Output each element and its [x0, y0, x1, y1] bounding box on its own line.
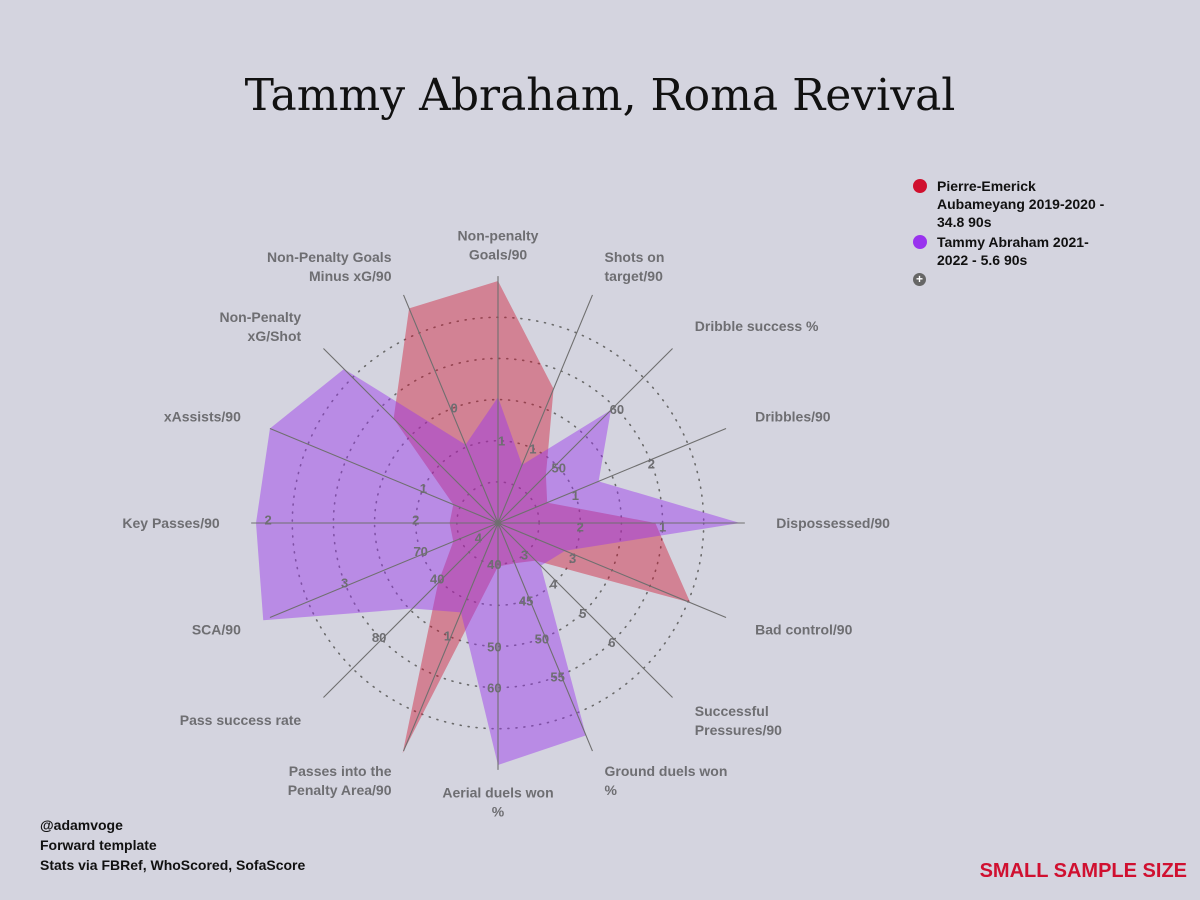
credit-author: @adamvoge [40, 817, 123, 833]
tick-label: 5 [579, 606, 586, 621]
page-title: Tammy Abraham, Roma Revival [244, 70, 956, 121]
legend-label-abraham: Tammy Abraham 2021-2022 - 5.6 90s [937, 234, 1089, 268]
tick-label: 3 [569, 551, 576, 566]
axis-label: Dispossessed/90 [776, 515, 890, 531]
tick-label: 40 [430, 572, 444, 587]
tick-label: 4 [550, 577, 558, 592]
axis-label: SCA/90 [192, 622, 241, 638]
sample-size-warning: SMALL SAMPLE SIZE [979, 860, 1187, 882]
axis-label: Dribble success % [695, 318, 819, 334]
axis-label: Passes into the Penalty Area/90 [288, 763, 392, 798]
tick-label: 3 [341, 576, 348, 591]
tick-label: 3 [521, 548, 528, 563]
axis-spoke-11 [323, 522, 499, 698]
legend: Pierre-Emerick Aubameyang 2019-2020 - 34… [912, 177, 1112, 286]
tick-label: 50 [535, 631, 549, 646]
credit-template: Forward template [40, 837, 157, 853]
axis-spoke-8 [497, 522, 593, 752]
axis-label: Pass success rate [180, 712, 302, 728]
tick-label: 2 [577, 520, 584, 535]
credits: @adamvoge Forward template Stats via FBR… [40, 815, 305, 875]
tick-label: 1 [529, 441, 536, 456]
tick-label: 60 [487, 681, 501, 696]
tick-label: 1 [572, 488, 579, 503]
axis-spoke-14 [269, 428, 499, 524]
legend-label-aubameyang: Pierre-Emerick Aubameyang 2019-2020 - 34… [937, 178, 1105, 230]
legend-swatch-abraham [913, 235, 927, 249]
axis-label: Dribbles/90 [755, 408, 831, 424]
tick-label: 70 [413, 544, 427, 559]
tick-label: 40 [487, 557, 501, 572]
tick-label: 2 [412, 512, 419, 527]
axis-spoke-3 [497, 348, 673, 524]
tick-label: 55 [550, 669, 564, 684]
tick-label: 50 [487, 639, 501, 654]
legend-item-aubameyang[interactable]: Pierre-Emerick Aubameyang 2019-2020 - 34… [912, 177, 1112, 231]
axis-label: Aerial duels won% [442, 784, 553, 819]
axis-spoke-12 [269, 522, 499, 618]
axis-label: Non-Penalty xG/Shot [220, 309, 302, 344]
credit-sources: Stats via FBRef, WhoScored, SofaScore [40, 857, 306, 873]
axis-labels: Non-penalty Goals/90 Shots on target/90 Drib… [122, 228, 890, 820]
tick-label: 80 [372, 630, 386, 645]
legend-swatch-aubameyang [913, 179, 927, 193]
axis-label: xAssists/90 [164, 408, 241, 424]
tick-label: 45 [519, 593, 533, 608]
axis-spoke-7 [497, 522, 673, 698]
axis-label: Ground duels won% [605, 763, 728, 798]
axis-spoke-15 [323, 348, 499, 524]
tick-label: 1 [444, 629, 451, 644]
axis-label: Non-penalty Goals/90 [458, 228, 539, 263]
axis-label: Key Passes/90 [122, 515, 220, 531]
axis-spoke-2 [497, 294, 593, 524]
tick-label: 60 [610, 402, 624, 417]
axis-label: Successful Pressures/90 [695, 703, 782, 738]
axis-spokes [251, 276, 745, 770]
axis-spoke-16 [403, 294, 499, 524]
tick-label: 0 [450, 401, 457, 416]
tick-label: 1 [420, 481, 427, 496]
tick-label: 2 [648, 456, 655, 471]
tick-label: 1 [498, 434, 505, 449]
plus-circle-icon[interactable]: + [913, 273, 926, 286]
tick-label: 2 [264, 512, 271, 527]
tick-label: 4 [475, 531, 483, 546]
axis-spoke-10 [403, 522, 499, 752]
axis-label: Bad control/90 [755, 622, 852, 638]
axis-label: Non-Penalty Goals Minus xG/90 [267, 249, 392, 284]
legend-item-abraham[interactable]: Tammy Abraham 2021-2022 - 5.6 90s [912, 233, 1112, 269]
tick-label: 1 [659, 520, 666, 535]
axis-label: Shots on target/90 [605, 249, 665, 284]
tick-label: 50 [551, 460, 565, 475]
series-polygon-aubameyang[interactable] [393, 281, 691, 754]
tick-label: 6 [608, 635, 615, 650]
axis-spoke-6 [497, 522, 727, 618]
axis-spoke-4 [497, 428, 727, 524]
